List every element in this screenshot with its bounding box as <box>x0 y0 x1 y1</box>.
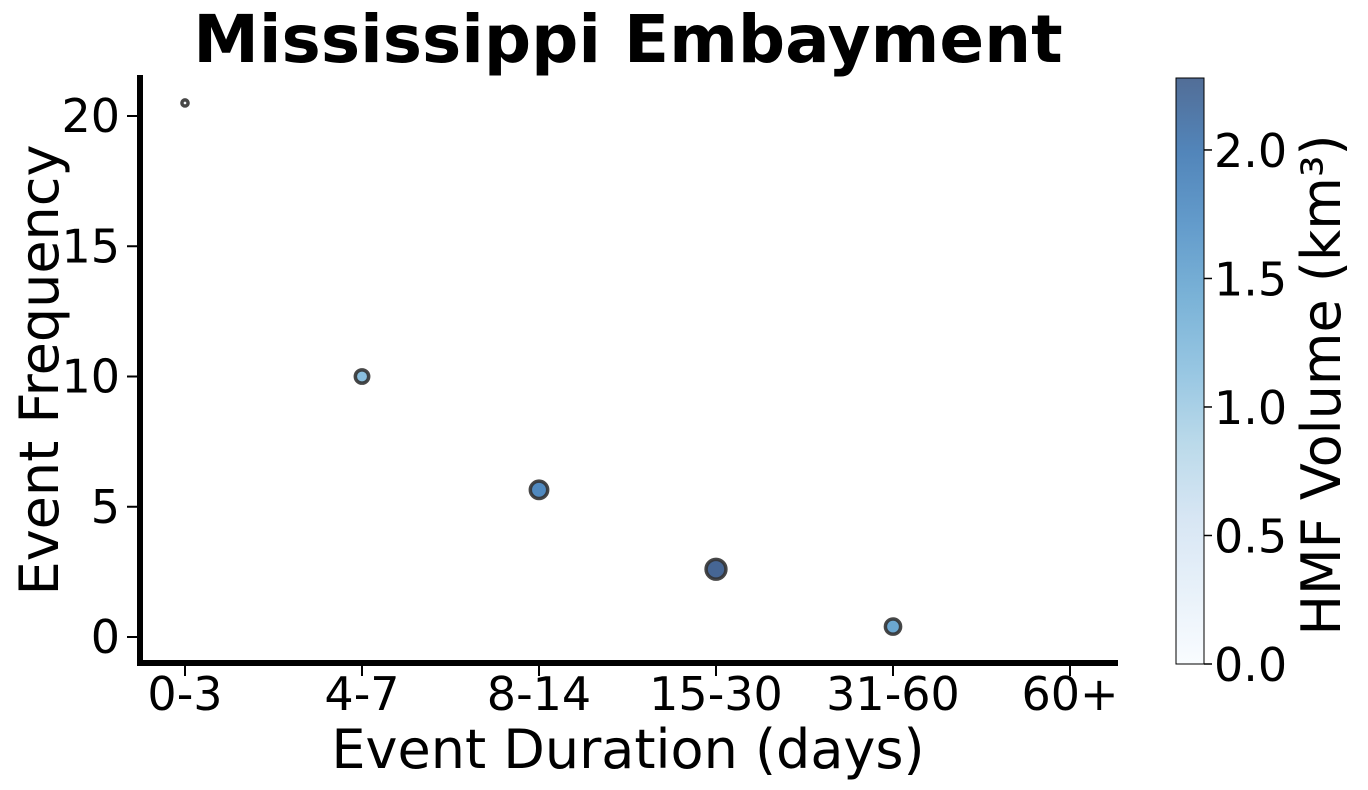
x-tick-label: 60+ <box>1021 667 1118 721</box>
data-point <box>353 368 371 385</box>
x-axis: 0-3 4-7 8-14 15-30 31-60 60+ Event Duration (… <box>138 660 1119 781</box>
data-point <box>180 98 190 108</box>
y-tick-label: 10 <box>61 350 120 404</box>
x-tick-label: 4-7 <box>324 667 399 721</box>
colorbar-tick-label: 0.0 <box>1214 638 1287 692</box>
y-tick-label: 20 <box>61 89 120 143</box>
y-axis: 0 5 10 15 20 Event Frequency <box>8 75 143 666</box>
x-tick-label: 0-3 <box>147 667 222 721</box>
x-tick-label: 31-60 <box>826 667 960 721</box>
y-tick-label: 0 <box>91 610 120 664</box>
colorbar-gradient <box>1175 77 1205 665</box>
data-point <box>528 479 550 501</box>
colorbar-tick-label: 1.5 <box>1214 252 1287 306</box>
data-point <box>704 557 728 581</box>
data-point <box>883 617 903 636</box>
colorbar-label: HMF Volume (km³) <box>1290 134 1353 635</box>
y-axis-label: Event Frequency <box>8 145 71 596</box>
x-tick-label: 8-14 <box>487 667 591 721</box>
colorbar-tick-label: 0.5 <box>1214 509 1287 563</box>
x-tick-label: 15-30 <box>649 667 783 721</box>
colorbar-tick-label: 2.0 <box>1214 124 1287 178</box>
y-tick-label: 5 <box>91 480 120 534</box>
scatter-points <box>180 98 903 636</box>
colorbar-tick-label: 1.0 <box>1214 381 1287 435</box>
colorbar: 0.0 0.5 1.0 1.5 2.0 HMF Volume (km³) <box>1175 77 1353 692</box>
x-axis-label: Event Duration (days) <box>331 718 924 781</box>
chart-title: Mississippi Embayment <box>193 1 1062 78</box>
y-tick-label: 15 <box>61 219 120 273</box>
